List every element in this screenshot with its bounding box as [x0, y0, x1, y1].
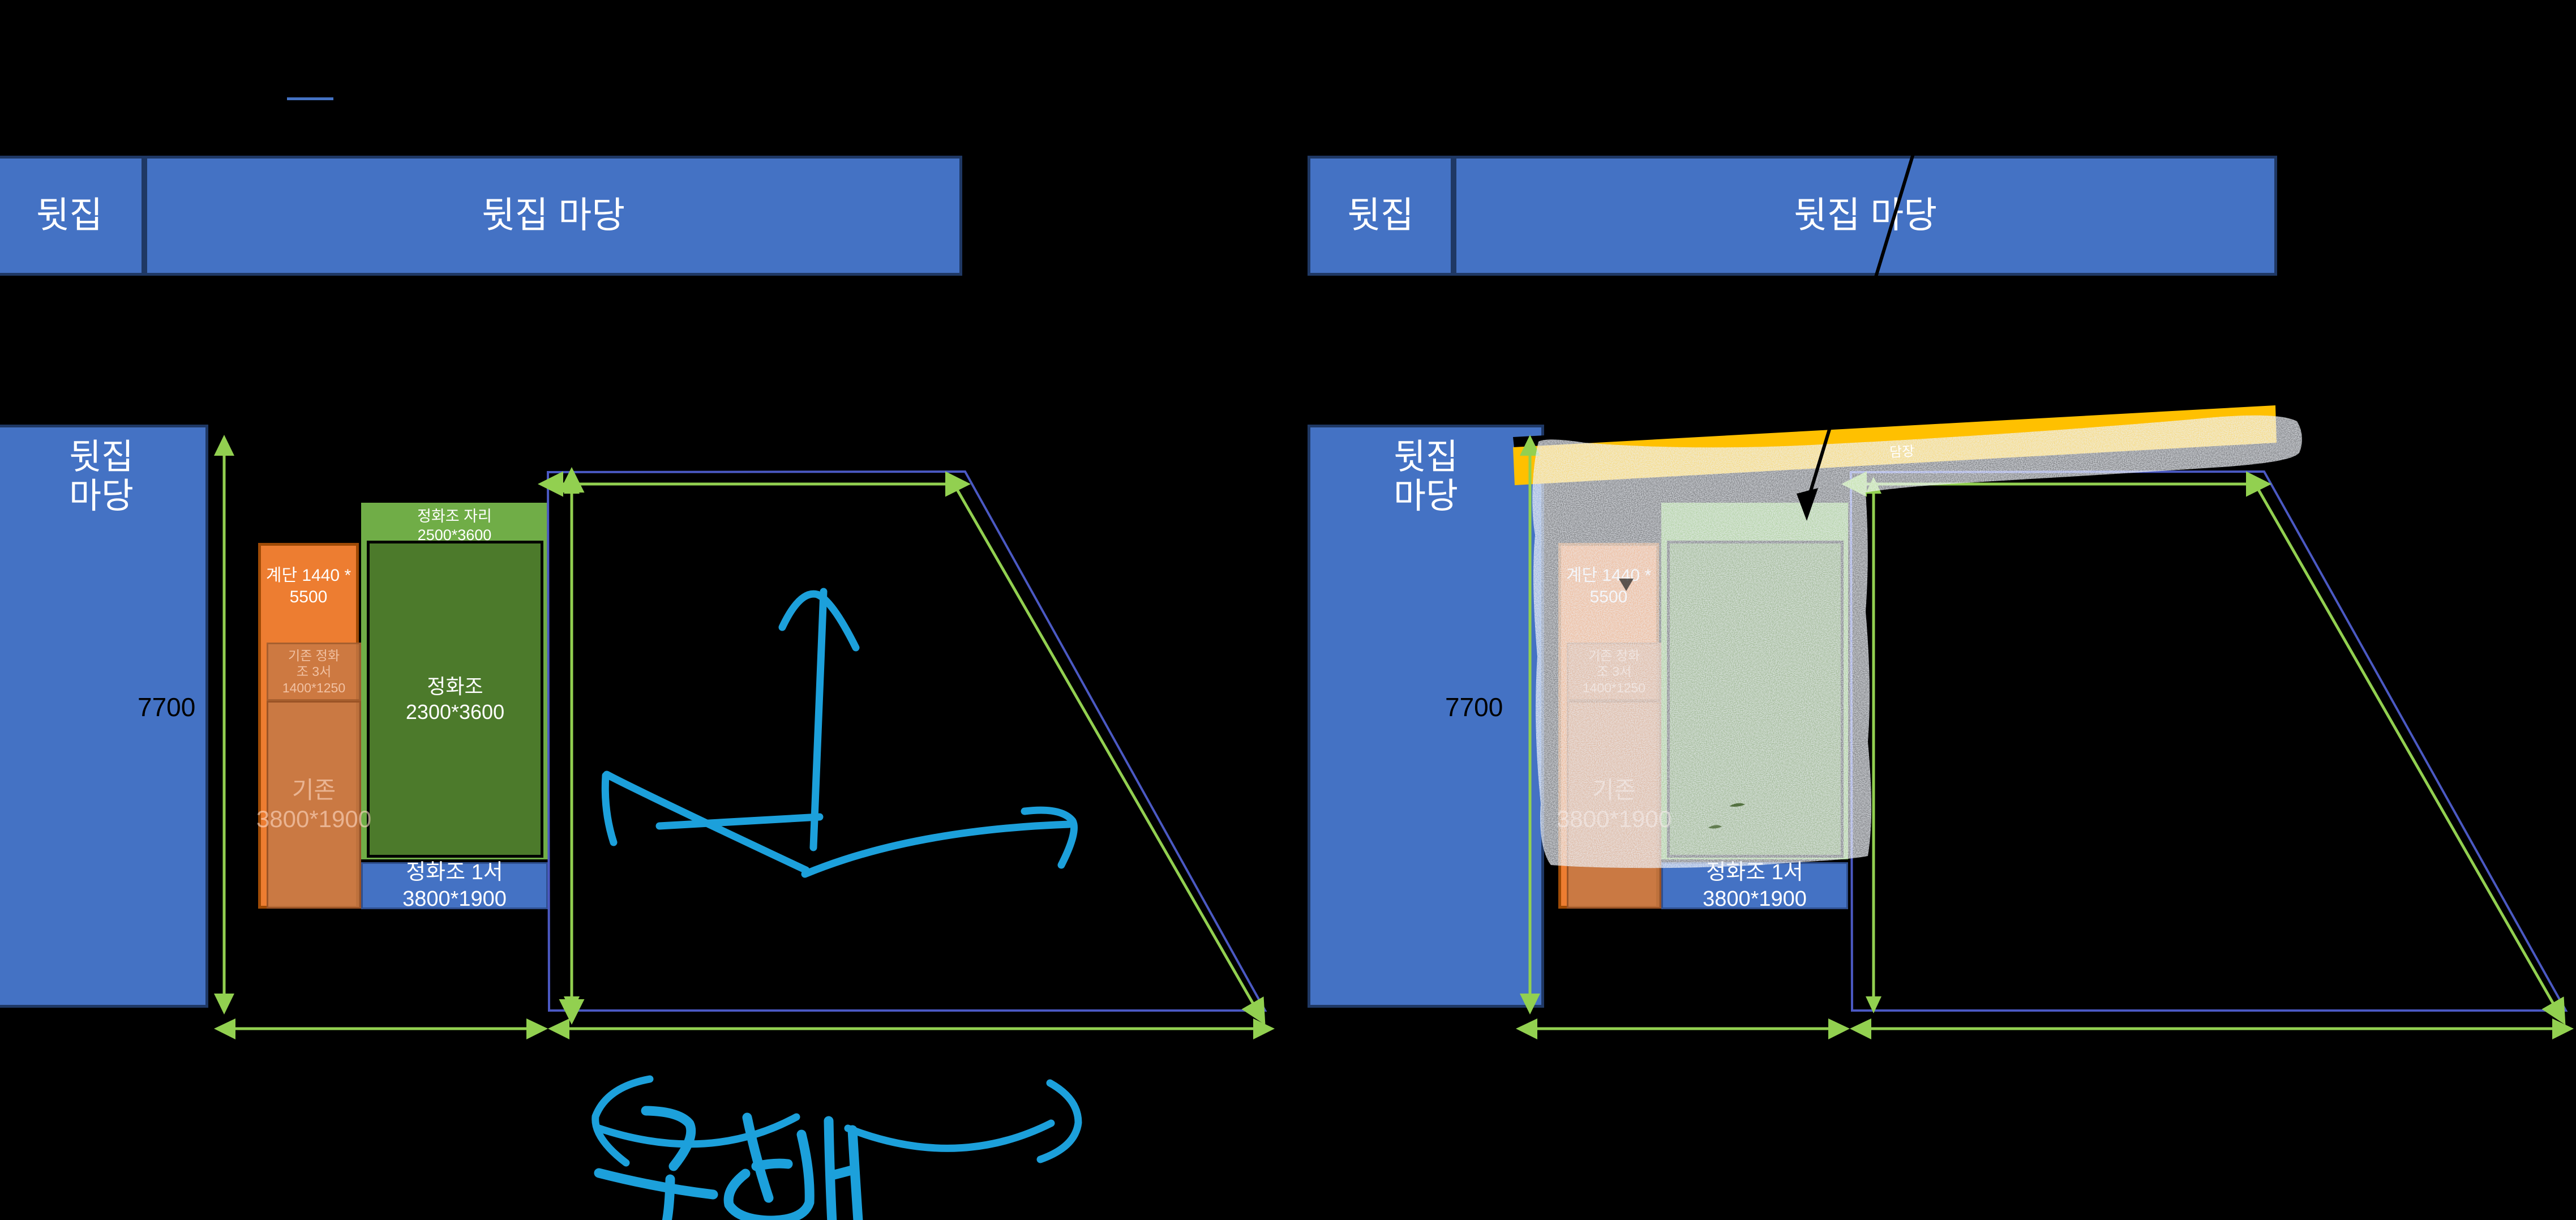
existing-tank-3: 기존 정화 조 3서 1400*1250 — [1567, 643, 1661, 701]
fence-band — [1513, 396, 2277, 485]
plot-back-house-yard: 뒷집 마당 — [1454, 156, 2277, 276]
stray-blue-line — [287, 97, 333, 100]
site-outline-left — [546, 470, 1267, 1012]
dimension-7700-left — [214, 435, 234, 1014]
plot-back-house: 뒷집 — [0, 156, 144, 276]
site-outline-right — [1849, 470, 2568, 1012]
dimension-label-7700: 7700 — [138, 692, 196, 722]
dimension-vertical-arrowheads-left — [564, 477, 580, 1013]
wall-wedge-left — [201, 395, 965, 431]
fence-label: 담장 — [1889, 443, 1915, 461]
dimension-bottom-right — [1516, 1018, 2574, 1039]
drainage-slope-arrows — [592, 588, 1082, 1167]
dimension-lines-right — [1841, 471, 2566, 1025]
dimension-lines-left — [538, 467, 1266, 1025]
plot-side-yard: 뒷집 마당 — [1308, 425, 1544, 1008]
dimension-vertical-arrowheads-right — [1866, 477, 1881, 1013]
dimension-bottom-left — [214, 1018, 1275, 1039]
septic-tank-1: 정화조 1서 3800*1900 — [361, 861, 548, 911]
dimension-label-7700: 7700 — [1445, 692, 1503, 722]
plot-side-yard: 뒷집 마당 — [0, 425, 208, 1008]
existing-tank-3: 기존 정화 조 3서 1400*1250 — [267, 643, 361, 701]
existing-tank-large: 기존 3800*1900 — [256, 701, 371, 909]
septic-tank-core: 정화조 2300*3600 — [367, 541, 543, 858]
plot-back-house: 뒷집 — [1308, 156, 1454, 276]
septic-tank-core — [1667, 541, 1844, 858]
septic-tank-1: 정화조 1서 3800*1900 — [1661, 861, 1848, 911]
existing-tank-large: 기존 3800*1900 — [1557, 701, 1671, 909]
plot-back-house-yard: 뒷집 마당 — [144, 156, 962, 276]
handwritten-note-gubae — [594, 1106, 863, 1220]
